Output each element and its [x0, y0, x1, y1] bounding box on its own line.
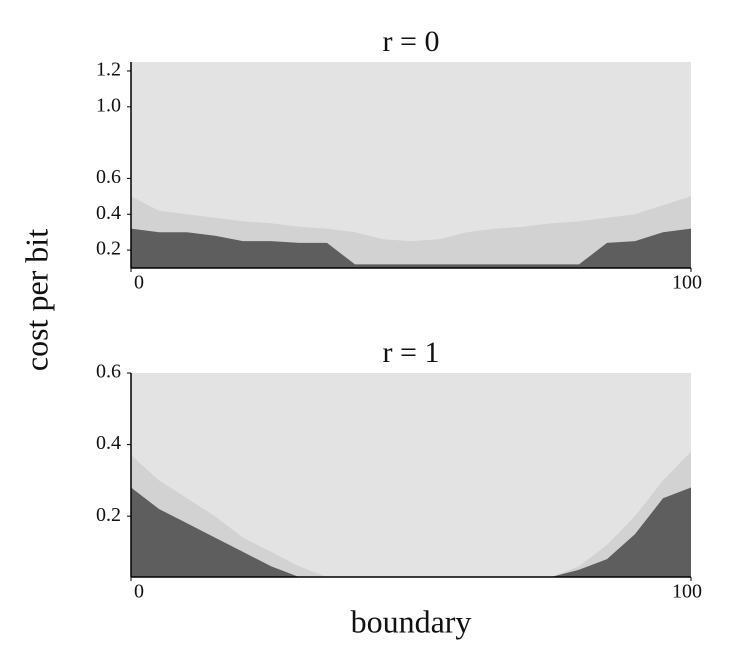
chart-title: r = 0 [383, 25, 440, 58]
y-axis-label: cost per bit [18, 229, 54, 371]
y-tick-label: 1.2 [96, 59, 121, 81]
y-tick-label: 0.2 [96, 504, 121, 526]
y-tick-label: 1.0 [96, 94, 121, 116]
x-tick-label: 100 [672, 272, 702, 294]
chart-title: r = 1 [383, 336, 440, 369]
y-tick-label: 0.4 [96, 432, 121, 454]
y-tick-label: 0.4 [96, 202, 121, 224]
x-tick-label: 100 [672, 581, 702, 603]
y-tick-label: 0.6 [96, 361, 121, 383]
x-tick-label: 0 [134, 581, 144, 603]
y-tick-label: 0.6 [96, 166, 121, 188]
y-tick-label: 0.2 [96, 238, 121, 260]
area [131, 228, 691, 268]
x-axis-label: boundary [351, 603, 472, 639]
x-tick-label: 0 [134, 272, 144, 294]
area [131, 487, 691, 577]
